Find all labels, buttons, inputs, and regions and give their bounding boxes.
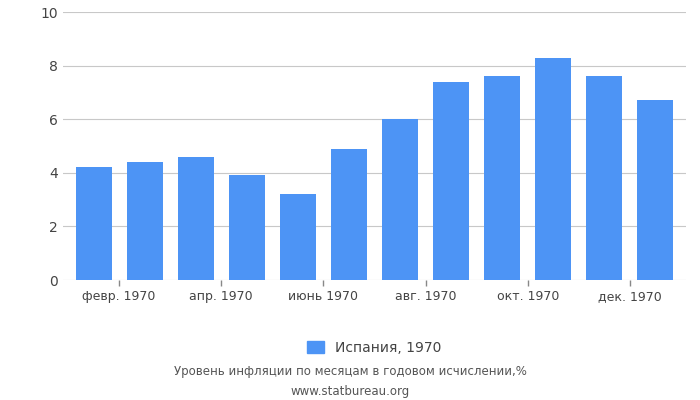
- Text: Уровень инфляции по месяцам в годовом исчислении,%: Уровень инфляции по месяцам в годовом ис…: [174, 366, 526, 378]
- Bar: [331, 149, 367, 280]
- Bar: [76, 168, 111, 280]
- Legend: Испания, 1970: Испания, 1970: [302, 335, 447, 360]
- Bar: [178, 157, 214, 280]
- Bar: [433, 82, 469, 280]
- Bar: [638, 100, 673, 280]
- Bar: [127, 162, 162, 280]
- Bar: [587, 76, 622, 280]
- Bar: [229, 176, 265, 280]
- Bar: [382, 119, 418, 280]
- Bar: [484, 76, 520, 280]
- Text: www.statbureau.org: www.statbureau.org: [290, 386, 410, 398]
- Bar: [280, 194, 316, 280]
- Bar: [536, 58, 571, 280]
